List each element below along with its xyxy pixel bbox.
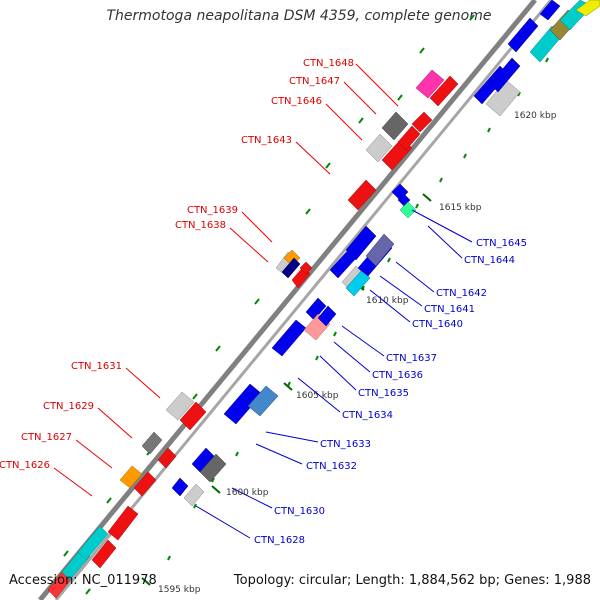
backbone-strand-outer <box>38 0 537 600</box>
gene-block <box>345 225 377 261</box>
gene-block <box>507 17 539 53</box>
gene-label: CTN_1635 <box>358 388 409 399</box>
gene-block <box>183 483 205 507</box>
gene-block <box>119 465 143 489</box>
kbp-label: 1615 kbp <box>439 203 482 213</box>
gene-block <box>489 57 521 93</box>
left-gene-labels: CTN_1648 CTN_1647 CTN_1646 CTN_1643 CTN_… <box>0 58 354 471</box>
kbp-label: 1600 kbp <box>226 488 269 498</box>
gene-block <box>411 111 433 133</box>
gene-block <box>91 539 117 569</box>
gene-label: CTN_1631 <box>71 361 122 372</box>
gene-block <box>107 505 139 541</box>
gene-block <box>399 201 417 219</box>
gene-block <box>133 471 157 497</box>
gene-label: CTN_1636 <box>372 370 423 381</box>
gene-block <box>365 133 393 163</box>
right-gene-labels: CTN_1645 CTN_1644 CTN_1642 CTN_1641 CTN_… <box>254 238 527 546</box>
gene-label: CTN_1641 <box>424 304 475 315</box>
gene-block <box>317 305 337 327</box>
gene-block <box>365 233 395 267</box>
gene-block <box>165 391 195 421</box>
map-title: Thermotoga neapolitana DSM 4359, complet… <box>106 8 492 24</box>
right-leaders <box>195 209 473 539</box>
minor-ticks-left <box>63 14 475 557</box>
gene-block <box>429 75 459 107</box>
kbp-label: 1610 kbp <box>366 296 409 306</box>
gene-block <box>47 569 73 599</box>
gene-label: CTN_1644 <box>464 255 515 266</box>
gene-label: CTN_1640 <box>412 319 463 330</box>
genome-summary-text: Topology: circular; Length: 1,884,562 bp… <box>233 573 591 588</box>
gene-label: CTN_1634 <box>342 410 393 421</box>
gene-block <box>381 111 409 141</box>
gene-label: CTN_1633 <box>320 439 371 450</box>
gene-label: CTN_1639 <box>187 205 238 216</box>
backbone-strand-inner <box>54 0 553 600</box>
gene-block <box>305 297 327 321</box>
gene-label: CTN_1627 <box>21 432 72 443</box>
gene-label: CTN_1632 <box>306 461 357 472</box>
gene-label: CTN_1643 <box>241 135 292 146</box>
accession-text: Accession: NC_011978 <box>9 573 157 588</box>
gene-block <box>141 431 163 455</box>
gene-block <box>179 401 207 431</box>
gene-label: CTN_1628 <box>254 535 305 546</box>
gene-label: CTN_1647 <box>289 76 340 87</box>
gene-block <box>575 0 600 17</box>
gene-label: CTN_1637 <box>386 353 437 364</box>
gene-label: CTN_1646 <box>271 96 322 107</box>
gene-label: CTN_1638 <box>175 220 226 231</box>
gene-block <box>539 0 561 21</box>
left-leaders <box>53 63 399 497</box>
gene-block <box>77 525 109 561</box>
gene-label: CTN_1648 <box>303 58 354 69</box>
gene-block <box>415 69 445 99</box>
gene-label: CTN_1645 <box>476 238 527 249</box>
gene-block <box>345 269 371 297</box>
gene-label: CTN_1642 <box>436 288 487 299</box>
gene-block <box>397 125 421 151</box>
kbp-labels: 1595 kbp 1600 kbp 1605 kbp 1610 kbp 1615… <box>158 111 557 595</box>
gene-block <box>271 319 307 357</box>
gene-label: CTN_1630 <box>274 506 325 517</box>
gene-block <box>281 257 301 279</box>
forward-genes <box>47 69 459 599</box>
kbp-label: 1595 kbp <box>158 585 201 595</box>
gene-block <box>199 453 227 483</box>
gene-block <box>171 477 189 497</box>
reverse-genes <box>171 0 600 507</box>
gene-block <box>347 179 377 211</box>
gene-block <box>299 261 313 275</box>
gene-label: CTN_1626 <box>0 460 50 471</box>
gene-block <box>157 447 177 469</box>
gene-block <box>247 385 279 417</box>
kbp-label: 1620 kbp <box>514 111 557 121</box>
gene-label: CTN_1629 <box>43 401 94 412</box>
kbp-label: 1605 kbp <box>296 391 339 401</box>
